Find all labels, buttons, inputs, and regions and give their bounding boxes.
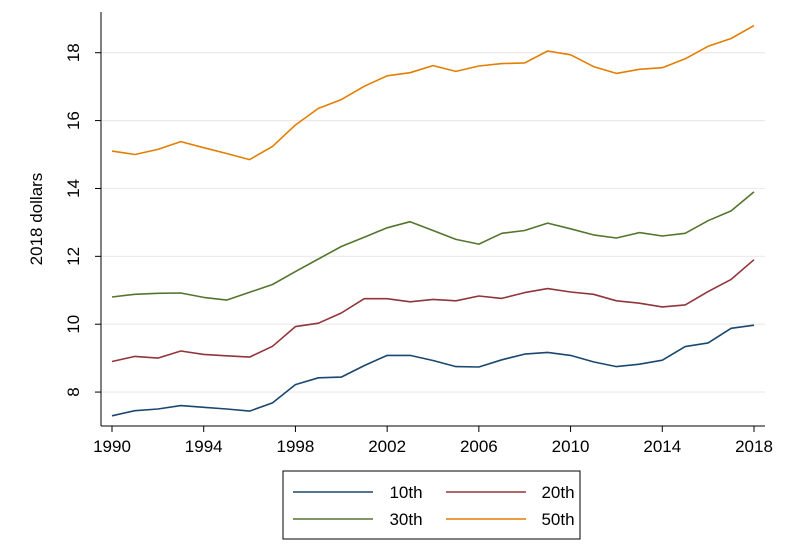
x-tick-label: 1994 <box>185 437 223 456</box>
series-line-30th <box>111 191 755 301</box>
legend-label-20th: 20th <box>541 483 574 502</box>
gridlines <box>101 52 765 393</box>
y-axis-ticks: 8 10 12 14 16 18 <box>64 43 101 397</box>
series-line-20th <box>111 259 755 363</box>
x-tick-label: 2018 <box>735 437 773 456</box>
series-lines <box>111 24 755 417</box>
y-tick-label: 14 <box>64 179 83 198</box>
y-tick-label: 12 <box>64 247 83 266</box>
x-tick-label: 1998 <box>277 437 315 456</box>
y-tick-label: 8 <box>64 387 83 396</box>
legend-label-50th: 50th <box>541 510 574 529</box>
legend-label-30th: 30th <box>389 510 422 529</box>
x-tick-label: 2010 <box>552 437 590 456</box>
series-line-50th <box>111 24 755 161</box>
series-line-10th <box>111 324 755 417</box>
legend-label-10th: 10th <box>389 483 422 502</box>
y-tick-label: 16 <box>64 111 83 130</box>
y-tick-label: 18 <box>64 43 83 62</box>
x-tick-label: 2006 <box>460 437 498 456</box>
x-axis-ticks: 1990 1994 1998 2002 2006 2010 2014 2018 <box>93 426 773 456</box>
x-tick-label: 1990 <box>93 437 131 456</box>
legend-box <box>282 470 581 540</box>
x-tick-label: 2014 <box>643 437 681 456</box>
x-tick-label: 2002 <box>368 437 406 456</box>
legend: 10th 20th 30th 50th <box>282 470 581 540</box>
y-tick-label: 10 <box>64 315 83 334</box>
y-axis-title: 2018 dollars <box>27 173 46 266</box>
